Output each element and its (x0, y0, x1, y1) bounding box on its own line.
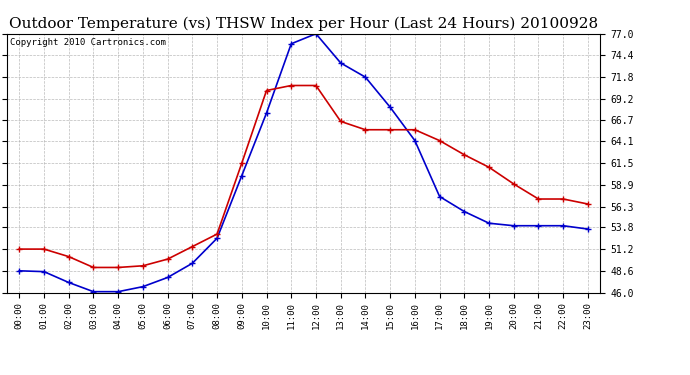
Text: Outdoor Temperature (vs) THSW Index per Hour (Last 24 Hours) 20100928: Outdoor Temperature (vs) THSW Index per … (9, 17, 598, 31)
Text: Copyright 2010 Cartronics.com: Copyright 2010 Cartronics.com (10, 38, 166, 46)
